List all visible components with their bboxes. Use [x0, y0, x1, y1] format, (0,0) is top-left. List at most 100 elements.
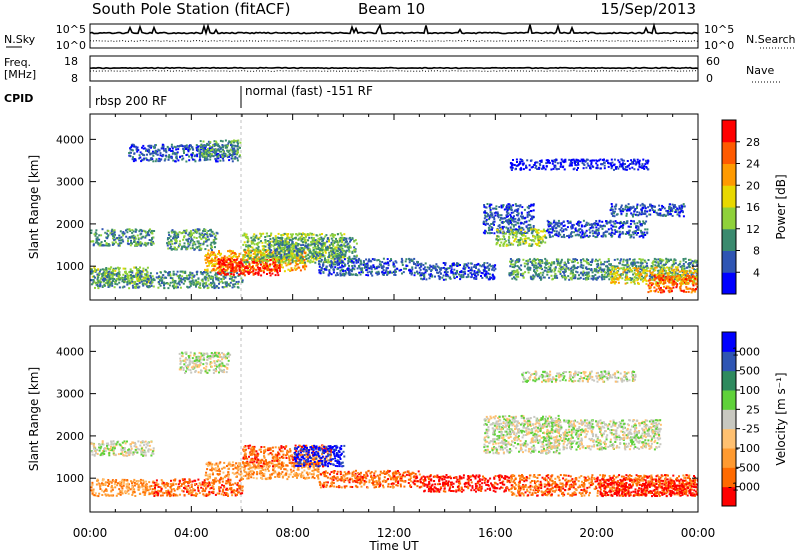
beam-label: Beam 10 — [358, 0, 425, 18]
time-tick-label: 04:00 — [174, 526, 209, 540]
power-colorbar-tick: 12 — [746, 223, 760, 236]
nave-tick-top: 60 — [706, 55, 720, 68]
power-region-14 — [509, 158, 650, 171]
nsearch-label: N.Search — [746, 33, 796, 46]
velocity-colorbar-tick: -500 — [735, 461, 760, 474]
power-colorbar-tick: 16 — [746, 201, 760, 214]
cpid-strip: CPID rbsp 200 RF normal (fast) -151 RF — [4, 84, 373, 108]
power-colorbar-tick: 28 — [746, 136, 760, 149]
velocity-colorbar-swatch — [722, 428, 736, 449]
nsky-strip: N.Sky 10^5 10^0 N.Search 10^5 10^0 — [4, 22, 796, 52]
nave-trace — [89, 70, 698, 72]
power-colorbar-tick: 20 — [746, 179, 760, 192]
power-colorbar-swatch — [722, 120, 736, 143]
power-region-16 — [546, 219, 649, 239]
time-tick-label: 08:00 — [275, 526, 310, 540]
cpid-segment-1: rbsp 200 RF — [95, 94, 167, 108]
power-colorbar-swatch — [722, 228, 736, 251]
velocity-region-12 — [508, 474, 698, 498]
velocity-colorbar-swatch — [722, 332, 736, 352]
time-tick-label: 12:00 — [377, 526, 412, 540]
power-region-19 — [647, 274, 698, 294]
time-axis: 00:00 04:00 08:00 12:00 16:00 20:00 00:00 — [73, 526, 716, 540]
freq-unit: [MHz] — [4, 68, 36, 81]
power-region-12 — [482, 203, 536, 235]
nave-tick-bottom: 0 — [706, 72, 713, 85]
power-region-2 — [90, 228, 156, 247]
velocity-colorbar-swatch — [722, 409, 736, 430]
velocity-region-13 — [596, 478, 698, 498]
power-colorbar-tick: 24 — [746, 158, 760, 171]
velocity-colorbar-tick: -25 — [742, 423, 760, 436]
power-ytick-label: 3000 — [56, 176, 84, 189]
power-axes: 1000 2000 3000 4000 — [56, 114, 699, 300]
nsearch-tick-bottom: 10^0 — [704, 39, 734, 52]
velocity-ytick-label: 1000 — [56, 472, 84, 485]
nave-label: Nave — [746, 64, 774, 77]
velocity-colorbar-tick: -100 — [735, 442, 760, 455]
velocity-colorbar-swatch — [722, 448, 736, 468]
nsky-label: N.Sky — [4, 33, 36, 46]
date-label: 15/Sep/2013 — [600, 0, 696, 18]
power-colorbar-swatch — [722, 163, 736, 186]
velocity-axes: 1000 2000 3000 4000 — [56, 326, 699, 512]
freq-strip: Freq. [MHz] 18 8 Nave 60 0 — [4, 55, 782, 85]
velocity-region-7 — [318, 469, 422, 489]
velocity-region-11 — [546, 419, 662, 451]
power-colorbar-label: Power [dB] — [774, 174, 788, 239]
power-region-4 — [128, 143, 239, 163]
nsearch-tick-top: 10^5 — [704, 23, 734, 36]
power-ytick-label: 4000 — [56, 133, 84, 146]
velocity-colorbar-tick: 1000 — [732, 345, 760, 358]
freq-tick-top: 18 — [64, 55, 78, 68]
velocity-colorbar: 1000 500 100 25 -25 -100 -500 -1000 — [721, 331, 760, 507]
freq-trace — [89, 66, 699, 70]
velocity-region-9 — [483, 414, 561, 455]
freq-label: Freq. — [4, 56, 31, 69]
velocity-colorbar-swatch — [722, 486, 736, 507]
power-colorbar-tick: 4 — [753, 266, 760, 279]
velocity-ytick-label: 2000 — [56, 430, 84, 443]
velocity-colorbar-label: Velocity [m s⁻¹] — [774, 372, 788, 465]
power-colorbar-swatch — [722, 207, 736, 230]
velocity-region-0 — [90, 440, 155, 457]
power-region-13 — [495, 228, 548, 247]
velocity-region-2 — [153, 478, 244, 498]
power-region-17 — [609, 202, 686, 218]
velocity-panel: 1000 2000 3000 4000 Slant Range [km] 1000 50… — [27, 325, 788, 553]
velocity-ytick-label: 4000 — [56, 345, 84, 358]
velocity-colorbar-tick: 100 — [739, 384, 760, 397]
nsky-trace — [89, 22, 699, 36]
velocity-colorbar-swatch — [722, 370, 736, 391]
power-colorbar-swatch — [722, 141, 736, 164]
velocity-colorbar-swatch — [722, 351, 736, 372]
velocity-colorbar-swatch — [722, 467, 736, 488]
power-region-1 — [90, 270, 244, 290]
time-tick-label: 16:00 — [478, 526, 513, 540]
station-title: South Pole Station (fitACF) — [92, 0, 290, 18]
power-region-9 — [267, 236, 358, 260]
power-region-3 — [166, 228, 219, 252]
velocity-colorbar-tick: 25 — [746, 403, 760, 416]
time-tick-label: 20:00 — [579, 526, 614, 540]
velocity-region-6 — [293, 444, 346, 468]
power-colorbar-swatch — [722, 250, 736, 273]
power-colorbar-swatch — [722, 272, 736, 295]
nsky-tick-top: 10^5 — [56, 23, 86, 36]
velocity-region-1 — [90, 478, 155, 498]
velocity-region-4 — [204, 461, 320, 481]
power-heatmap — [90, 139, 698, 294]
time-axis-label: Time UT — [368, 539, 419, 553]
power-colorbar-tick: 8 — [753, 245, 760, 258]
velocity-ytick-label: 3000 — [56, 388, 84, 401]
power-ytick-label: 2000 — [56, 218, 84, 231]
velocity-ylabel: Slant Range [km] — [27, 367, 41, 471]
freq-tick-bottom: 8 — [71, 72, 78, 85]
velocity-colorbar-swatch — [722, 390, 736, 410]
power-colorbar-swatch — [722, 185, 736, 208]
nsearch-trace — [90, 39, 699, 43]
power-colorbar: 4 8 12 16 20 24 28 — [721, 119, 760, 295]
cpid-label: CPID — [4, 92, 33, 105]
velocity-heatmap — [90, 351, 698, 498]
